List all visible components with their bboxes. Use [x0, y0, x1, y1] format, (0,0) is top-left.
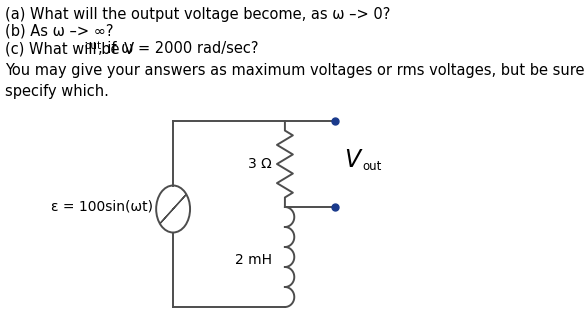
Text: V: V: [344, 148, 360, 172]
Text: , if ω = 2000 rad/sec?: , if ω = 2000 rad/sec?: [98, 41, 259, 56]
Text: out: out: [85, 41, 102, 51]
Text: You may give your answers as maximum voltages or rms voltages, but be sure you
s: You may give your answers as maximum vol…: [5, 63, 585, 99]
Text: (c) What will be V: (c) What will be V: [5, 41, 134, 56]
Text: (b) As ω –> ∞?: (b) As ω –> ∞?: [5, 24, 113, 39]
Text: 3 Ω: 3 Ω: [248, 157, 272, 171]
Text: 2 mH: 2 mH: [235, 253, 272, 267]
Text: ε = 100sin(ωt): ε = 100sin(ωt): [50, 199, 153, 213]
Text: out: out: [363, 161, 382, 173]
Text: (a) What will the output voltage become, as ω –> 0?: (a) What will the output voltage become,…: [5, 7, 390, 22]
